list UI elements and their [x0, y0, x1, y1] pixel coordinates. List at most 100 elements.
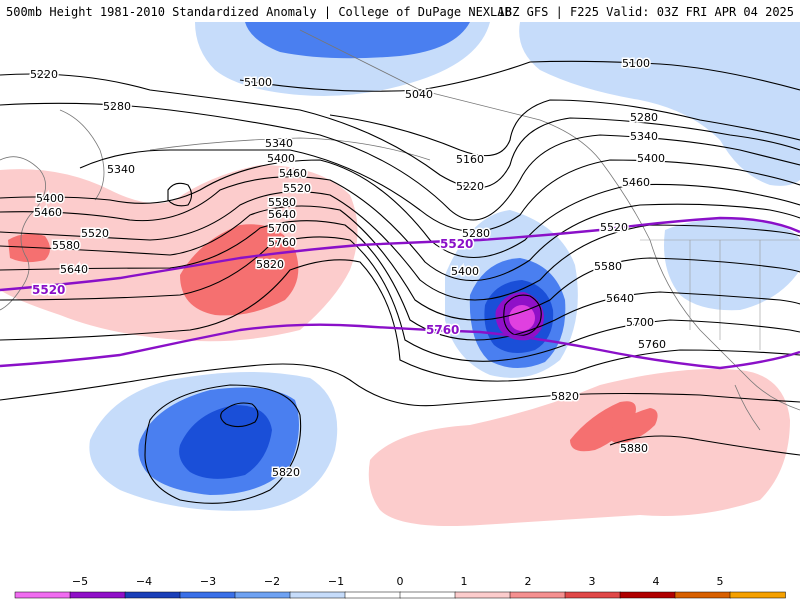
coast-alaska [299, 29, 601, 161]
height-contours [0, 60, 800, 504]
colorbar-cell [619, 591, 676, 599]
anomaly-negative-east [664, 218, 800, 311]
contour-5100 [239, 60, 800, 92]
climo-5760 [0, 323, 800, 370]
colorbar-tick-label: 5 [717, 575, 724, 588]
label-5400-d: 5400 [451, 265, 479, 278]
contour-5280 [0, 102, 800, 221]
label-5520-b: 5520 [283, 182, 311, 195]
coast-asia [0, 156, 47, 311]
colorbar-cell [674, 591, 731, 599]
label-5400-a: 5400 [36, 192, 64, 205]
coast-aleutians [149, 137, 431, 161]
colorbar-cell [289, 591, 346, 599]
anomaly-negative-low-core [509, 305, 535, 331]
colorbar-tick-label: −3 [200, 575, 216, 588]
coast-baja [734, 384, 761, 431]
colorbar-cell [69, 591, 126, 599]
contour-5820-south [144, 384, 302, 504]
label-5820-a: 5820 [256, 258, 284, 271]
colorbar-cell [509, 591, 566, 599]
colorbar-cell [399, 591, 456, 599]
contour-5220 [0, 73, 800, 189]
map-header: 500mb Height 1981-2010 Standardized Anom… [0, 0, 800, 22]
colorbar-cell [179, 591, 236, 599]
colorbar-tick-label: 1 [461, 575, 468, 588]
label-5340-b: 5340 [265, 137, 293, 150]
label-5220-b: 5220 [456, 180, 484, 193]
label-5640-b: 5640 [268, 208, 296, 221]
anomaly-positive-southeast-core [570, 401, 636, 452]
map-title: 500mb Height 1981-2010 Standardized Anom… [6, 5, 512, 19]
label-5880: 5880 [620, 442, 648, 455]
colorbar-tick-label: −1 [328, 575, 344, 588]
colorbar-tick-label: 3 [589, 575, 596, 588]
label-5280-b: 5280 [630, 111, 658, 124]
contour-5880 [609, 435, 800, 456]
contour-5400 [0, 159, 800, 258]
colorbar: −5 −4 −3 −2 −1 0 1 2 3 4 5 [0, 570, 800, 600]
label-5760-a: 5760 [268, 236, 296, 249]
anomaly-positive-west-small [8, 233, 50, 263]
label-5700-b: 5700 [626, 316, 654, 329]
anomaly-negative-northeast [519, 22, 800, 186]
label-5220-a: 5220 [30, 68, 58, 81]
contour-low-ring [503, 294, 542, 337]
contour-5160 [329, 99, 800, 157]
label-5400-b: 5400 [267, 152, 295, 165]
label-5640-a: 5640 [60, 263, 88, 276]
colorbar-cell [14, 591, 71, 599]
colorbar-ticks: −5 −4 −3 −2 −1 0 1 2 3 4 5 [72, 575, 724, 588]
colorbar-tick-label: 2 [525, 575, 532, 588]
colorbar-cell [564, 591, 621, 599]
contour-5640 [0, 220, 800, 341]
anomaly-negative-south-core [179, 405, 272, 479]
label-5340-c: 5340 [630, 130, 658, 143]
contour-small-low [167, 182, 193, 207]
label-5580-b: 5580 [268, 196, 296, 209]
colorbar-tick-label: −5 [72, 575, 88, 588]
contour-5820 [0, 363, 800, 407]
model-valid-time: 18Z GFS | F225 Valid: 03Z FRI APR 04 202… [497, 5, 794, 19]
label-5700-a: 5700 [268, 222, 296, 235]
anomaly-positive-southeast-core2 [609, 408, 658, 444]
climo-labels: 5520 5520 5760 [31, 236, 475, 339]
colorbar-tick-label: 4 [653, 575, 660, 588]
contour-south-core [220, 402, 259, 428]
colorbar-cell [454, 591, 511, 599]
label-5760-b: 5760 [638, 338, 666, 351]
borders [640, 239, 800, 350]
colorbar-tick-label: −4 [136, 575, 152, 588]
label-5520-a: 5520 [81, 227, 109, 240]
label-5460-a: 5460 [34, 206, 62, 219]
label-5820-c: 5820 [272, 466, 300, 479]
label-5400-c: 5400 [637, 152, 665, 165]
climo-label-5520-a: 5520 [32, 283, 65, 297]
border-states [689, 240, 761, 350]
climo-label-5520-b: 5520 [440, 237, 473, 251]
contour-5700 [0, 236, 800, 362]
colorbar-cell [234, 591, 291, 599]
label-5460-c: 5460 [622, 176, 650, 189]
label-5040: 5040 [405, 88, 433, 101]
coastlines [0, 29, 800, 431]
colorbar-cell [124, 591, 181, 599]
label-5100-a: 5100 [244, 76, 272, 89]
contour-5760 [0, 259, 800, 382]
height-labels: 5100 5100 5040 5160 5220 5220 5280 5280 … [29, 56, 668, 481]
climo-contours [0, 216, 800, 370]
coast-kamchatka [59, 109, 105, 201]
label-5340-a: 5340 [107, 163, 135, 176]
colorbar-tick-label: 0 [397, 575, 404, 588]
label-5520-c: 5520 [600, 221, 628, 234]
label-5100-b: 5100 [622, 57, 650, 70]
label-5580-a: 5580 [52, 239, 80, 252]
colorbar-cell [729, 591, 786, 599]
colorbar-cells [14, 591, 786, 599]
coast-north-america [599, 159, 800, 411]
colorbar-cell [344, 591, 401, 599]
contour-5460 [0, 176, 800, 282]
label-5160: 5160 [456, 153, 484, 166]
climo-5520 [0, 216, 800, 292]
label-5280-a: 5280 [103, 100, 131, 113]
